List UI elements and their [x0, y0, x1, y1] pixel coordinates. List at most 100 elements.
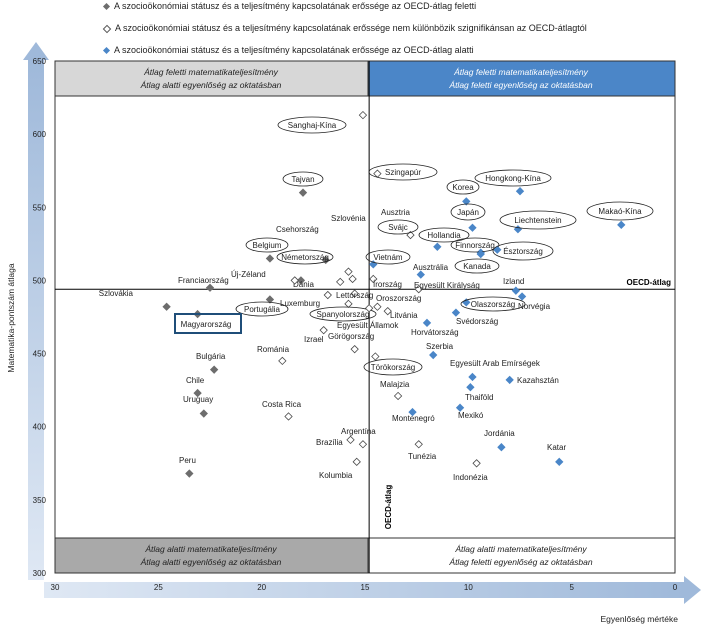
- quadrant-bottom-left-line2: Átlag alatti egyenlőség az oktatásban: [140, 557, 282, 567]
- data-point-below: [466, 383, 475, 392]
- data-point-above: [185, 469, 194, 478]
- data-point-not_different: [358, 110, 368, 120]
- point-label: Bulgária: [196, 352, 226, 361]
- point-label: Tunézia: [408, 452, 437, 461]
- x-tick-label: 15: [361, 583, 370, 592]
- legend-item-not-different: A szocioökonómiai státusz és a teljesítm…: [102, 23, 587, 33]
- data-point-not_different: [336, 277, 345, 287]
- data-point-above: [205, 283, 215, 292]
- data-point-not_different: [373, 302, 382, 311]
- data-point-below: [517, 292, 527, 301]
- point-label: Egyesült Királyság: [414, 281, 480, 290]
- data-point-below: [451, 308, 461, 317]
- point-label: Új-Zéland: [231, 270, 266, 279]
- data-point-above: [298, 188, 308, 197]
- data-point-not_different: [350, 345, 359, 354]
- point-label: Izland: [503, 277, 524, 286]
- data-point-not_different: [369, 274, 378, 284]
- data-point-below: [513, 225, 523, 234]
- label-ellipse: [277, 116, 347, 134]
- data-point-below: [511, 286, 521, 295]
- data-point-not_different: [352, 457, 361, 466]
- quadrant-top-right-line1: Átlag feletti matematikateljesítmény: [453, 67, 588, 77]
- oecd-mean-equity-label: OECD-átlag: [384, 485, 393, 530]
- label-ellipse: [368, 163, 438, 181]
- point-label: Franciaország: [178, 276, 229, 285]
- point-label: Uruguay: [183, 395, 213, 404]
- point-label: Olaszország: [471, 300, 515, 309]
- oecd-mean-score-label: OECD-átlag: [627, 278, 672, 287]
- point-label: Katar: [547, 443, 566, 452]
- y-tick-label: 300: [33, 569, 47, 578]
- point-label: Costa Rica: [262, 400, 302, 409]
- y-tick-label: 650: [33, 57, 47, 66]
- label-ellipse: [450, 237, 500, 253]
- data-point-below: [505, 375, 514, 385]
- point-label: Japán: [457, 208, 479, 217]
- point-label: Luxemburg: [280, 299, 320, 308]
- x-tick-label: 25: [154, 583, 163, 592]
- data-point-below: [416, 270, 425, 279]
- x-axis-title: Egyenlőség mértéke: [601, 614, 679, 624]
- data-point-below: [429, 350, 438, 360]
- point-label: Kolumbia: [319, 471, 353, 480]
- point-label: Chile: [186, 376, 205, 385]
- point-label: Horvátország: [411, 328, 459, 337]
- point-label: Spanyolország: [317, 310, 370, 319]
- data-point-not_different: [346, 435, 355, 445]
- data-point-below: [468, 223, 477, 232]
- point-label: Dánia: [293, 280, 314, 289]
- y-tick-label: 500: [33, 276, 47, 285]
- data-point-below: [462, 197, 471, 206]
- point-label: Belgium: [253, 241, 282, 250]
- data-point-above: [162, 302, 171, 311]
- point-label: Indonézia: [453, 473, 488, 482]
- data-point-not_different: [358, 440, 368, 449]
- point-label: Svédország: [456, 317, 498, 326]
- quadrant-top-right-line2: Átlag feletti egyenlőség az oktatásban: [448, 80, 592, 90]
- point-label: Oroszország: [376, 294, 421, 303]
- point-label: Malajzia: [380, 380, 410, 389]
- data-point-below: [617, 220, 626, 230]
- label-ellipse: [450, 203, 486, 221]
- point-label: Vietnám: [373, 253, 403, 262]
- data-point-above: [296, 276, 306, 285]
- data-point-not_different: [344, 299, 353, 308]
- point-label: Peru: [179, 456, 196, 465]
- y-axis-arrow: [23, 42, 49, 580]
- data-point-below: [455, 403, 465, 412]
- point-label: Brazília: [316, 438, 343, 447]
- data-point-below: [497, 443, 506, 452]
- point-label: Sanghaj-Kína: [288, 121, 337, 130]
- data-point-below: [408, 407, 417, 417]
- data-point-below: [468, 372, 477, 382]
- point-label: Görögország: [328, 332, 374, 341]
- point-label: Észtország: [503, 247, 543, 256]
- y-tick-label: 400: [33, 423, 47, 432]
- y-tick-label: 350: [33, 496, 47, 505]
- data-point-not_different: [383, 306, 392, 316]
- data-point-not_different: [364, 304, 374, 313]
- data-point-above: [265, 295, 275, 304]
- label-ellipse: [363, 358, 423, 376]
- point-label: Korea: [452, 183, 474, 192]
- legend-label: A szocioökonómiai státusz és a teljesítm…: [115, 23, 587, 33]
- label-ellipse: [474, 169, 552, 187]
- label-ellipse: [454, 258, 500, 274]
- point-label: Liechtenstein: [514, 216, 561, 225]
- label-ellipse: [235, 301, 289, 317]
- point-label: Egyesült Arab Emírségek: [450, 359, 541, 368]
- quadrant-bottom-left-line1: Átlag alatti matematikateljesítmény: [144, 544, 277, 554]
- y-tick-label: 550: [33, 203, 47, 212]
- point-label: Csehország: [276, 225, 319, 234]
- data-point-not_different: [344, 267, 353, 276]
- label-ellipse: [499, 210, 577, 230]
- point-label: Hollandia: [427, 231, 461, 240]
- point-label: Törökország: [371, 363, 415, 372]
- point-label: Szerbia: [426, 342, 454, 351]
- x-tick-label: 30: [51, 583, 60, 592]
- data-point-not_different: [472, 459, 481, 468]
- label-ellipse: [377, 219, 419, 235]
- point-label: Argentína: [341, 427, 376, 436]
- label-ellipse: [586, 201, 654, 221]
